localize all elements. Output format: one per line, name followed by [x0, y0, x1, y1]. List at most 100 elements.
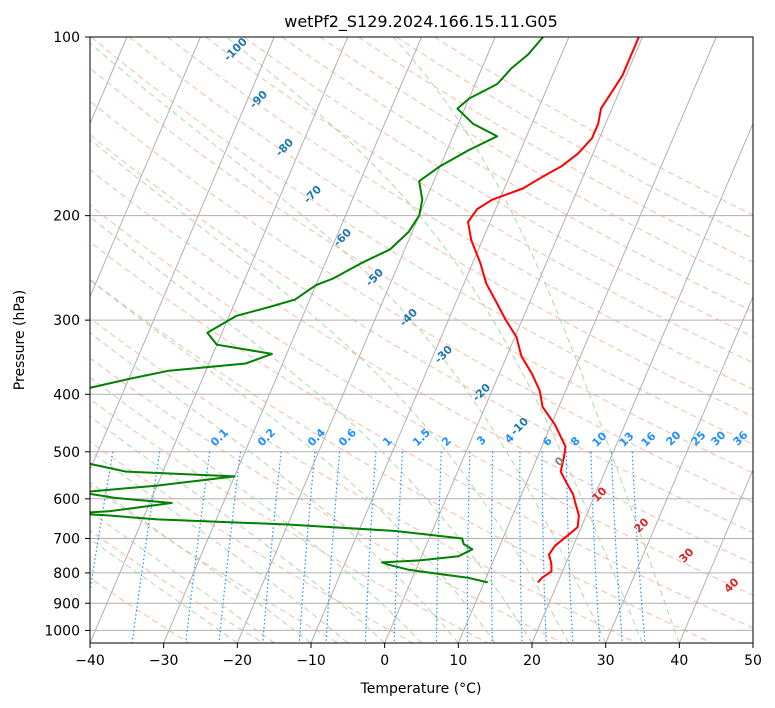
dry-adiabats [90, 37, 753, 643]
chart-title: wetPf2_S129.2024.166.15.11.G05 [284, 12, 558, 32]
x-tick-label: −20 [223, 653, 253, 669]
y-tick-label: 100 [53, 30, 80, 46]
isotherms [90, 37, 753, 643]
mixing-ratio-line [466, 451, 471, 643]
mixing-ratio-line [490, 451, 494, 643]
isotherm-line [90, 37, 201, 298]
moist-adiabat-line [90, 510, 275, 643]
mixing-ratio-line [298, 451, 316, 643]
mixing-ratio-line [519, 451, 523, 643]
mixing-ratio-label: 3 [474, 433, 489, 448]
moist-adiabat-line [90, 279, 496, 643]
dry-adiabat-line [90, 241, 753, 629]
moist-adiabat-line [90, 415, 386, 643]
y-tick-label: 300 [53, 313, 80, 329]
isotherm-line [310, 37, 570, 643]
dry-adiabat-line [90, 577, 190, 643]
mixing-ratio-line [393, 451, 404, 643]
mixing-ratio-line [610, 451, 623, 643]
dry-adiabat-line [357, 37, 753, 263]
x-tick-label: 50 [744, 653, 762, 669]
y-axis-ticks: 100 200 300 400 500 600 700 800 900 1000 [44, 30, 90, 639]
x-tick-label: 40 [670, 653, 688, 669]
mixing-ratio-label: 25 [689, 429, 709, 449]
mixing-ratio-line [131, 451, 161, 643]
y-tick-label: 700 [53, 532, 80, 548]
dry-adiabat-line [281, 37, 753, 312]
mixing-ratio-line [435, 451, 442, 643]
mixing-ratio-label: 1 [380, 434, 395, 449]
isotherm-line [90, 37, 275, 472]
dry-adiabat-label: 30 [677, 545, 697, 565]
dry-adiabat-label: -20 [470, 381, 493, 404]
mixing-ratio-label: 30 [709, 428, 729, 448]
mixing-ratio-line [325, 451, 341, 643]
x-tick-label: 10 [449, 653, 467, 669]
isotherm-line [752, 641, 753, 643]
mixing-ratio-lines [90, 451, 646, 643]
mixing-ratio-label: 16 [639, 429, 659, 449]
dry-adiabat-line [90, 357, 563, 643]
isotherm-line [384, 37, 643, 643]
plot-frame [89, 36, 754, 644]
x-tick-label: 20 [523, 653, 541, 669]
y-tick-label: 200 [53, 209, 80, 225]
dry-adiabat-line [90, 441, 414, 643]
mixing-ratio-label: 0.1 [208, 426, 231, 449]
dry-adiabat-line [90, 317, 638, 643]
x-tick-label: 30 [597, 653, 615, 669]
dry-adiabat-label: -30 [432, 343, 455, 366]
mixing-ratio-line [90, 451, 114, 595]
dry-adiabat-label: -50 [363, 266, 386, 289]
isotherm-line [605, 295, 753, 643]
dry-adiabat-line [90, 398, 488, 643]
moist-adiabat-line [90, 332, 459, 643]
moist-adiabat-line [90, 376, 422, 643]
x-tick-label: 0 [380, 653, 389, 669]
y-tick-label: 1000 [44, 623, 80, 639]
mixing-ratio-line [565, 451, 574, 643]
moist-adiabat-line [90, 216, 533, 643]
moist-adiabat-line [90, 42, 607, 643]
mixing-ratio-line [590, 451, 601, 643]
temperature-profile [467, 37, 640, 584]
moist-adiabat-line [392, 37, 680, 643]
mixing-ratio-label: 1.5 [410, 426, 433, 449]
mixing-ratio-label: 2 [439, 434, 454, 449]
dry-adiabat-label: -90 [247, 88, 270, 111]
x-axis-label: Temperature (°C) [360, 681, 482, 697]
dry-adiabat-line [90, 169, 753, 564]
isotherm-line [90, 37, 349, 643]
moist-adiabat-line [226, 37, 643, 643]
moist-adiabat-line [90, 481, 312, 643]
dry-adiabat-label: 40 [722, 575, 742, 595]
moist-adiabat-line [90, 538, 238, 643]
dry-adiabat-line [90, 100, 753, 503]
dry-adiabat-line [90, 278, 712, 643]
mixing-ratio-label: 6 [540, 434, 555, 449]
y-tick-label: 600 [53, 492, 80, 508]
mixing-ratio-label: 0.6 [336, 426, 359, 449]
dry-adiabat-label: -80 [273, 136, 296, 159]
dry-adiabat-line [90, 134, 753, 533]
dewpoint-profile [90, 37, 544, 584]
y-tick-label: 900 [53, 596, 80, 612]
isotherm-line [163, 37, 422, 643]
x-tick-label: −40 [75, 653, 105, 669]
mixing-ratio-line [262, 451, 282, 643]
dry-adiabat-line [90, 37, 753, 445]
isotherm-line [678, 468, 753, 643]
y-tick-label: 400 [53, 387, 80, 403]
mixing-ratio-label: 36 [731, 428, 751, 448]
dry-adiabat-line [434, 37, 753, 216]
dry-adiabat-label: -10 [508, 415, 531, 438]
mixing-ratio-line [218, 451, 242, 643]
grid-lines [90, 37, 753, 631]
x-tick-label: −10 [296, 653, 326, 669]
y-tick-label: 500 [53, 445, 80, 461]
x-axis-ticks: −40 −30 −20 −10 0 10 20 30 40 50 [75, 643, 762, 669]
moist-adiabat-line [90, 138, 570, 643]
line-labels: 0.1 0.2 0.4 0.6 1 1.5 2 3 4 6 8 10 13 16 20 25 30 36-100-… [208, 35, 751, 596]
isotherm-line [457, 37, 717, 643]
